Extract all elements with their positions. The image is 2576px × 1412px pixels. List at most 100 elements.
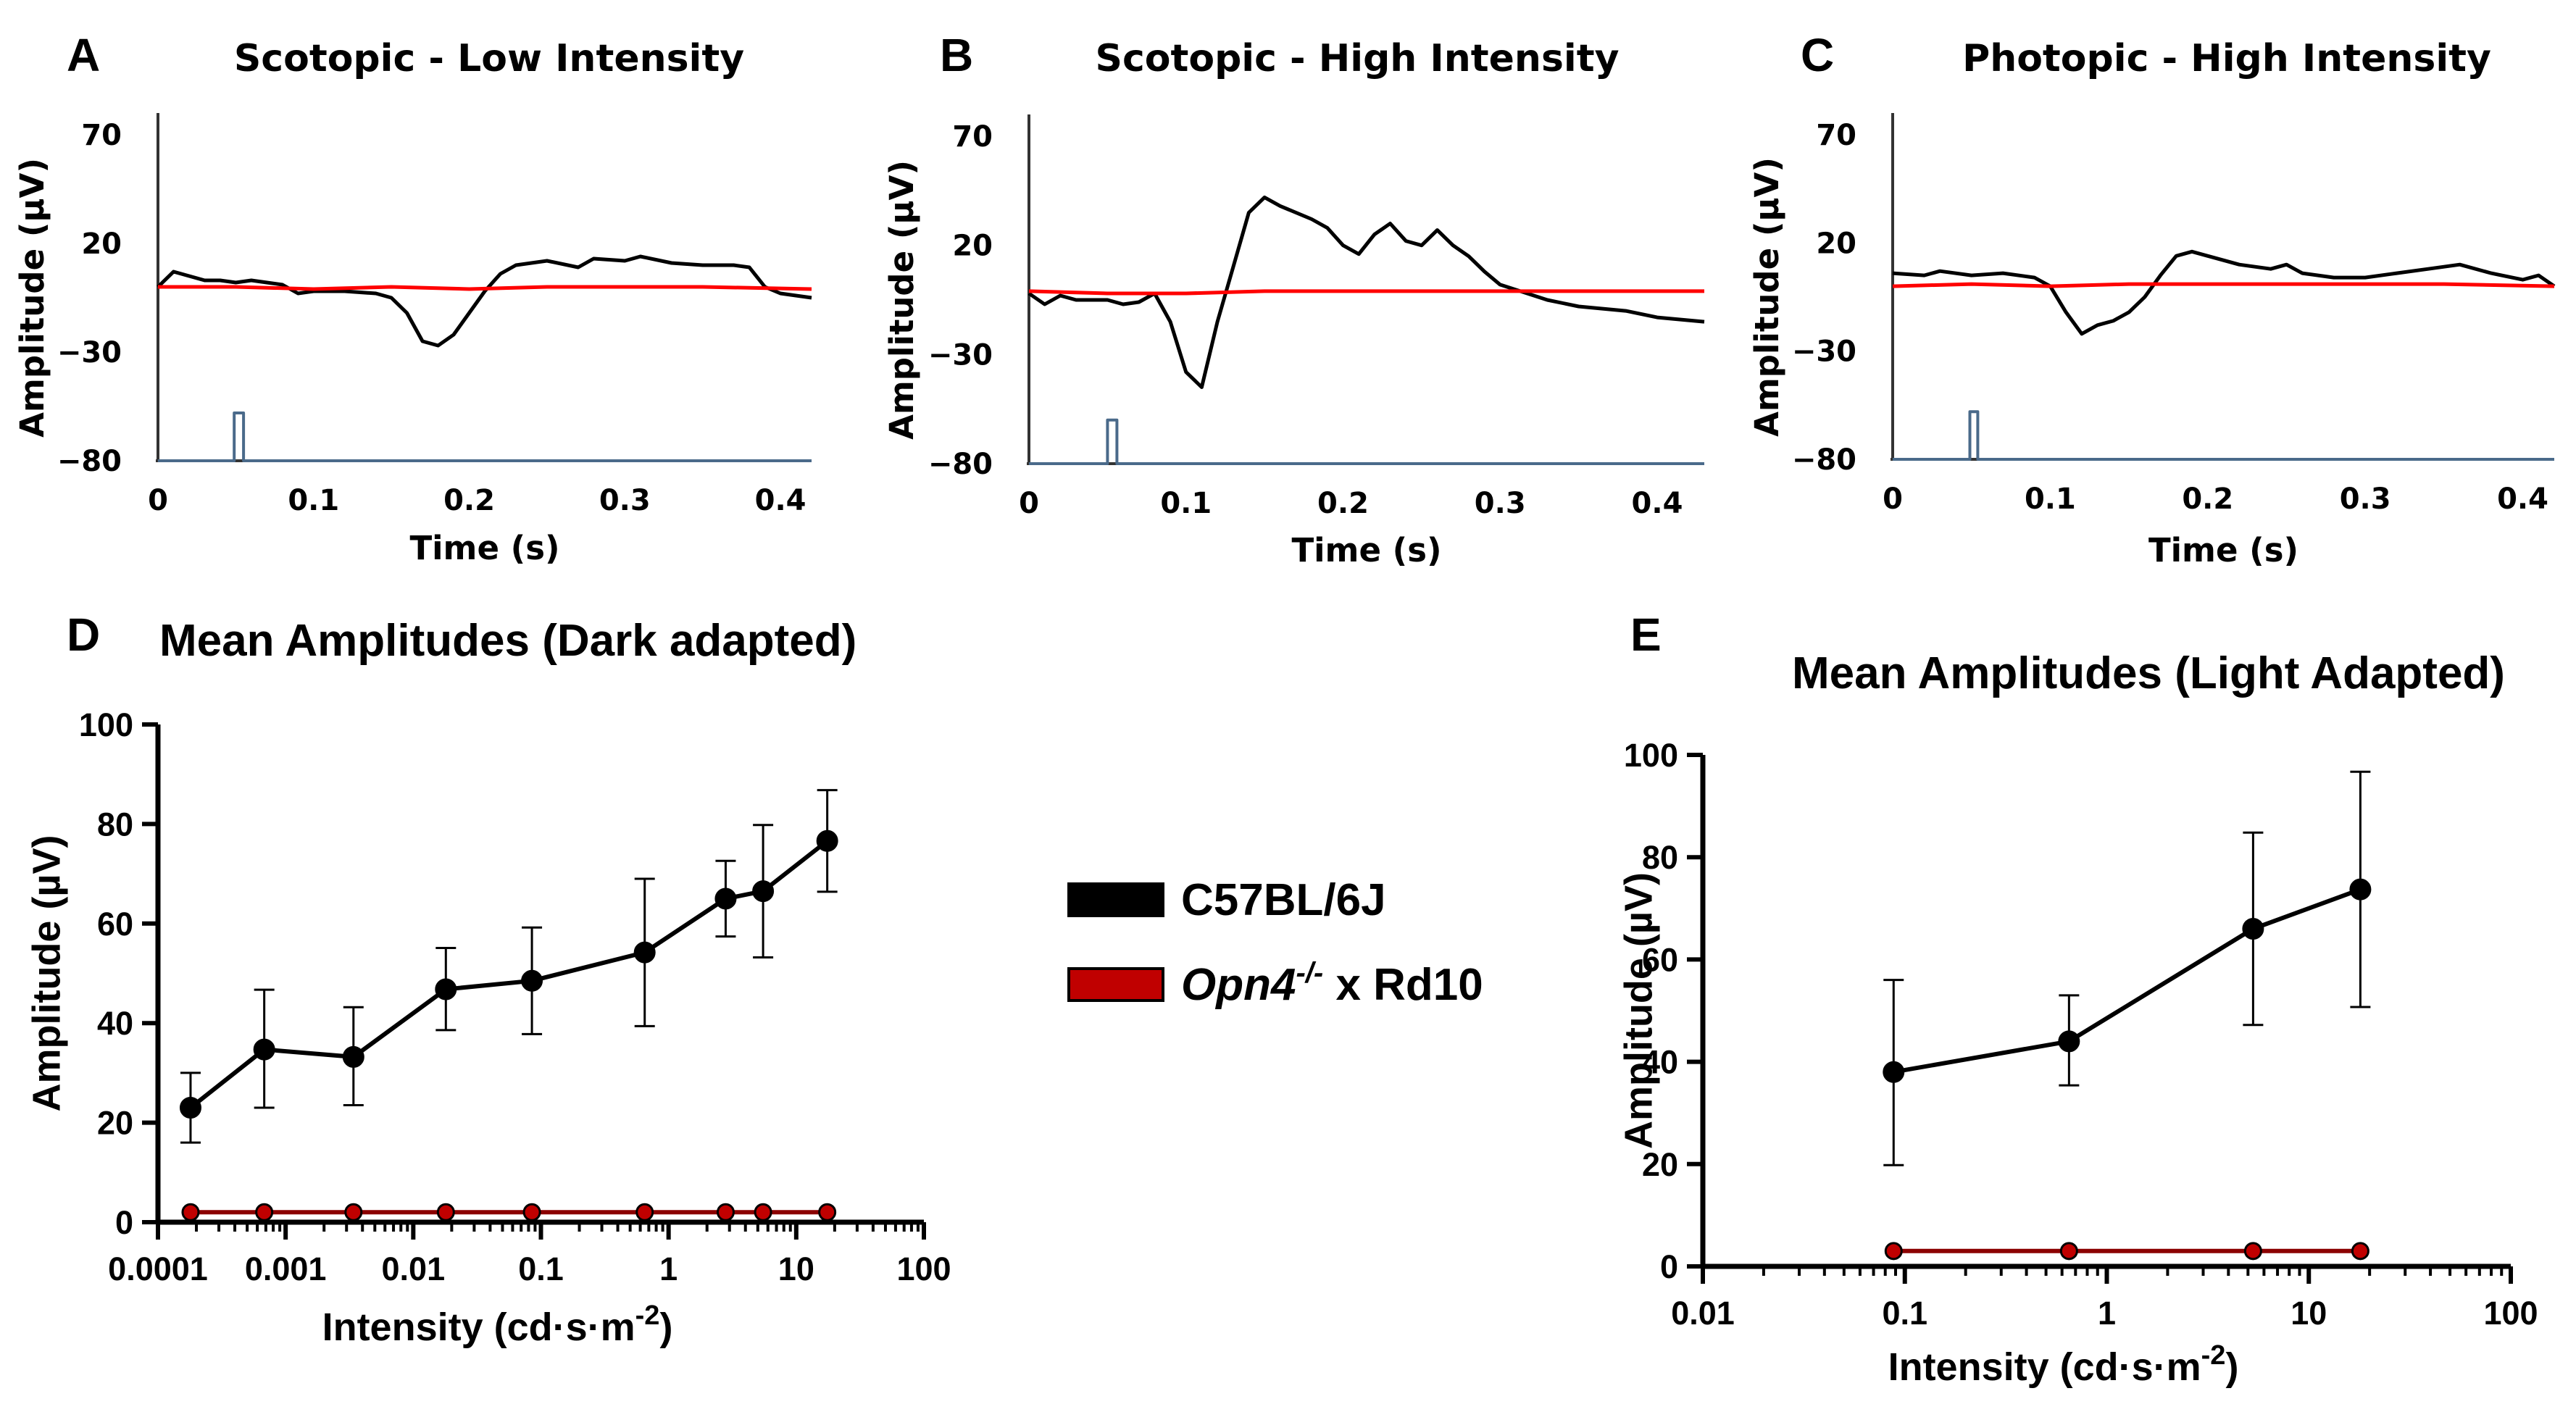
- panel-d-series-c57bl-6j-point: [714, 887, 737, 910]
- panel-e: E Mean Amplitudes (Light Adapted) 0 20 40 6…: [1617, 609, 2538, 1389]
- panel-a-x-tick-label: 0.3: [599, 484, 651, 517]
- panel-e-series-c57bl-6j-point: [2242, 918, 2264, 940]
- panel-a-x-axis-label: Time (s): [409, 529, 559, 567]
- panel-e-plot: 0 20 40 60 80 100 0.01 0.1 1 10 100 Amplitude (µV) I…: [1617, 737, 2538, 1389]
- panel-d-x-axis-label-end: ): [659, 1306, 672, 1349]
- panel-c-x-tick-label: 0: [1883, 482, 1903, 516]
- panel-letter-e: E: [1630, 609, 1662, 661]
- panel-d-series-opn4-x-rd10-point: [436, 1203, 455, 1221]
- panel-d: D Mean Amplitudes (Dark adapted) 0 20 40 60…: [25, 609, 951, 1349]
- panel-c-y-tick-label: 70: [1816, 119, 1856, 152]
- legend: C57BL/6J Opn4-/- x Rd10: [1067, 875, 1483, 1010]
- panel-b-x-tick-label: 0.3: [1475, 487, 1526, 520]
- panel-d-x-tick-label: 0.1: [518, 1250, 564, 1287]
- panel-d-y-tick-label: 0: [115, 1204, 133, 1241]
- panel-c-y-tick-label: 20: [1816, 227, 1856, 260]
- panel-c-series-opn4-x-rd10-line: [1892, 282, 2555, 288]
- panel-e-series-opn4-x-rd10-point: [2243, 1242, 2262, 1261]
- panel-c-series-c57bl-6j-line: [1892, 249, 2556, 336]
- panel-d-x-axis-label-main: Intensity (cd·s·m: [322, 1306, 635, 1349]
- panel-b-series-opn4-x-rd10-line: [1028, 289, 1704, 296]
- panel-d-series-opn4-x-rd10-point: [754, 1203, 772, 1221]
- panel-b-y-tick-label: −30: [928, 338, 993, 372]
- panel-e-x-tick-label: 10: [2291, 1295, 2327, 1332]
- panel-d-series-c57bl-6j-point: [633, 941, 656, 964]
- legend-label-opn4-rd10: Opn4-/- x Rd10: [1181, 957, 1483, 1010]
- panel-e-x-axis-label-end: ): [2225, 1345, 2238, 1389]
- panel-c-title: Photopic - High Intensity: [1962, 37, 2491, 80]
- panel-e-series-opn4-x-rd10-point: [2059, 1242, 2078, 1261]
- panel-e-x-tick-label: 0.1: [1882, 1295, 1927, 1332]
- panel-b-y-tick-label: 20: [952, 230, 993, 263]
- panel-a-y-axis-label: Amplitude (µV): [13, 158, 51, 438]
- panel-b-y-axis-label: Amplitude (µV): [883, 160, 921, 440]
- panel-e-y-tick-label: 40: [1642, 1044, 1678, 1081]
- panel-a-x-tick-label: 0.4: [755, 484, 806, 517]
- legend-swatch-c57bl6j: [1067, 882, 1164, 917]
- panel-d-series-c57bl-6j-point: [521, 969, 543, 992]
- panel-d-x-axis-label: Intensity (cd·s·m-2): [322, 1300, 673, 1349]
- panel-letter-b: B: [940, 29, 973, 81]
- panel-c-x-tick-label: 0.1: [2025, 482, 2076, 516]
- panel-b-x-tick-label: 0.2: [1317, 487, 1369, 520]
- panel-a-title: Scotopic - Low Intensity: [234, 37, 744, 80]
- panel-e-y-tick-label: 20: [1642, 1146, 1678, 1183]
- panel-d-series-opn4-x-rd10-point: [255, 1203, 274, 1221]
- panel-d-series-opn4-x-rd10-point: [635, 1203, 654, 1221]
- panel-d-x-tick-label: 0.01: [382, 1250, 446, 1287]
- panel-b-series-c57bl-6j-line: [1028, 195, 1705, 389]
- panel-d-series-opn4-x-rd10-point: [344, 1203, 363, 1221]
- panel-e-x-tick-label: 1: [2098, 1295, 2116, 1332]
- panel-d-y-tick-label: 100: [79, 706, 133, 743]
- panel-a-series-c57bl-6j-line: [157, 254, 812, 348]
- panel-c-x-axis-label: Time (s): [2148, 531, 2298, 569]
- panel-e-series-c57bl-6j-point: [2058, 1030, 2080, 1053]
- panel-d-series-opn4-x-rd10-point: [818, 1203, 837, 1221]
- panel-d-series-c57bl-6j-point: [752, 880, 775, 903]
- panel-b-y-tick-label: −80: [928, 448, 993, 481]
- panel-d-x-tick-label: 1: [659, 1250, 678, 1287]
- panel-d-series-c57bl-6j-point: [179, 1096, 201, 1119]
- panel-b-x-tick-label: 0.1: [1160, 487, 1212, 520]
- panel-a-x-tick-label: 0: [148, 484, 168, 517]
- panel-c-y-tick-label: −80: [1792, 443, 1856, 477]
- panel-d-y-tick-label: 80: [97, 806, 133, 843]
- panel-e-x-tick-label: 100: [2483, 1295, 2538, 1332]
- panel-d-x-tick-label: 0.0001: [108, 1250, 208, 1287]
- panel-d-series-c57bl-6j-point: [253, 1038, 275, 1061]
- panel-c-x-tick-label: 0.2: [2182, 482, 2233, 516]
- panel-b-x-tick-label: 0: [1019, 487, 1039, 520]
- panel-d-x-tick-label: 0.001: [245, 1250, 327, 1287]
- panel-b-title: Scotopic - High Intensity: [1096, 37, 1620, 80]
- panel-a-series-stimulus-line: [158, 412, 812, 462]
- panel-d-series-c57bl-6j-point: [342, 1045, 364, 1068]
- panel-b-x-tick-label: 0.4: [1632, 487, 1683, 520]
- panel-d-series-opn4-x-rd10-point: [522, 1203, 541, 1221]
- panel-letter-d: D: [67, 609, 100, 661]
- legend-label-opn4-sup: -/-: [1296, 957, 1323, 989]
- panel-e-x-tick-label: 0.01: [1671, 1295, 1735, 1332]
- panel-e-y-tick-label: 60: [1642, 941, 1678, 978]
- panel-e-y-tick-label: 100: [1624, 737, 1678, 774]
- panel-b-plot: 70 20 −30 −80 0 0.1 0.2 0.3 0.4 Amplitude (µV) Tim…: [883, 114, 1705, 569]
- panel-a-y-tick-label: −30: [57, 336, 122, 369]
- panel-e-title: Mean Amplitudes (Light Adapted): [1792, 648, 2505, 698]
- panel-d-series-opn4-x-rd10-point: [181, 1203, 200, 1221]
- panel-b-x-axis-label: Time (s): [1291, 531, 1441, 569]
- panel-e-y-tick-label: 0: [1660, 1248, 1678, 1285]
- panel-d-series-c57bl-6j-point: [816, 830, 838, 852]
- panel-a-y-tick-label: −80: [57, 445, 122, 478]
- panel-a: A Scotopic - Low Intensity 70 20 −30 −80 0 0.…: [13, 29, 812, 567]
- panel-a-series-opn4-x-rd10-line: [158, 285, 812, 291]
- panel-d-series-c57bl-6j-point: [435, 978, 457, 1000]
- panel-d-x-axis-label-sup: -2: [635, 1300, 660, 1331]
- panel-e-x-axis-label-sup: -2: [2201, 1340, 2226, 1371]
- legend-label-opn4-rest: x Rd10: [1323, 960, 1483, 1010]
- panel-c-y-tick-label: −30: [1792, 335, 1856, 369]
- panel-e-y-axis-label: Amplitude (µV): [1617, 872, 1660, 1149]
- panel-e-series-opn4-x-rd10-point: [1884, 1242, 1903, 1261]
- panel-c-x-tick-label: 0.3: [2340, 482, 2391, 516]
- legend-label-c57bl6j: C57BL/6J: [1181, 875, 1386, 925]
- panel-a-plot: 70 20 −30 −80 0 0.1 0.2 0.3 0.4 Amplitude (µV) Tim…: [13, 113, 812, 567]
